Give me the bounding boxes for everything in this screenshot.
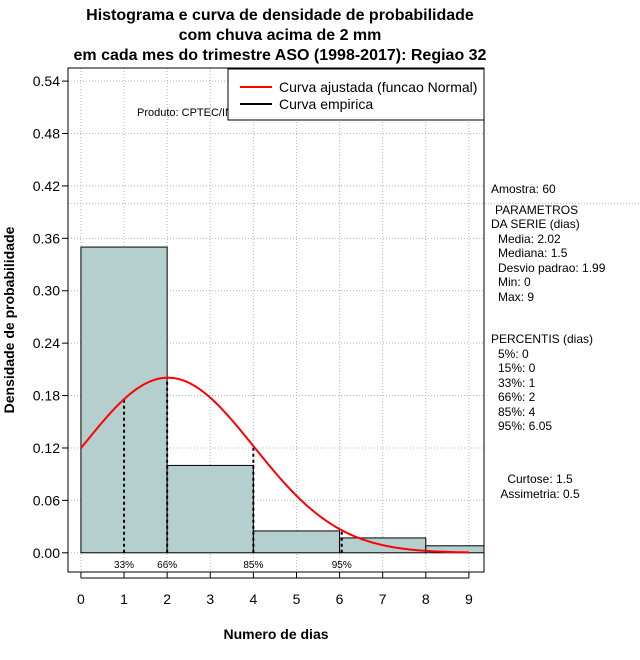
x-tick-label: 4 — [249, 591, 257, 607]
title-line-2: com chuva acima de 2 mm — [178, 27, 382, 44]
y-tick-label: 0.12 — [33, 440, 60, 456]
histogram-bars — [80, 246, 485, 554]
y-tick-label: 0.18 — [33, 388, 60, 404]
title-line-3: em cada mes do trimestre ASO (1998-2017)… — [73, 47, 487, 64]
x-tick-label: 8 — [422, 591, 430, 607]
title-line-1: Histograma e curva de densidade de proba… — [86, 7, 474, 24]
credit-text: Produto: CPTEC/INPE — [137, 107, 248, 119]
y-tick-label: 0.42 — [33, 178, 60, 194]
stat-assimetria: Assimetria: 0.5 — [500, 487, 580, 501]
percentile-marker-label: 95% — [332, 560, 352, 571]
legend-label-empirical: Curva empirica — [279, 96, 373, 112]
x-tick-label: 3 — [206, 591, 214, 607]
y-tick-label: 0.24 — [33, 335, 60, 351]
params-header: PARAMETROS — [495, 202, 579, 217]
stat-media: Media: 2.02 — [498, 231, 561, 246]
legend-box — [227, 68, 485, 121]
stat-max: Max: 9 — [498, 289, 535, 304]
stats-panel: Amostra: 60 PARAMETROS DA SERIE (dias) M… — [491, 182, 605, 434]
plot-frame — [67, 67, 485, 573]
percentil-33: 33%: 1 — [498, 375, 536, 390]
normal-curve-line — [80, 376, 469, 554]
percentil-5: 5%: 0 — [498, 346, 529, 361]
normal-curve — [80, 376, 469, 554]
percentil-15: 15%: 0 — [498, 361, 536, 375]
stat-min: Min: 0 — [498, 275, 531, 289]
stat-curtose: Curtose: 1.5 — [507, 472, 573, 486]
y-tick-label: 0.48 — [33, 126, 60, 142]
stat-mediana: Mediana: 1.5 — [498, 246, 568, 260]
y-tick-label: 0.36 — [33, 230, 60, 246]
percentis-header: PERCENTIS (dias) — [491, 332, 594, 346]
x-tick-label: 6 — [336, 591, 344, 607]
shape-stats: Curtose: 1.5 Assimetria: 0.5 — [484, 472, 596, 502]
y-tick-label: 0.54 — [33, 73, 60, 89]
legend-label-normal: Curva ajustada (funcao Normal) — [279, 79, 477, 95]
axes: 0 1 2 3 4 5 6 7 8 9 0.00 0.06 0.12 0.18 0.24 0.30 0.36 0.… — [33, 73, 473, 607]
x-axis-label: Numero de dias — [223, 626, 328, 642]
percentile-marker-label: 33% — [114, 560, 134, 571]
y-tick-label: 0.00 — [33, 545, 60, 561]
histogram-bar — [166, 464, 254, 554]
legend: Curva ajustada (funcao Normal) Curva emp… — [227, 68, 485, 121]
y-tick-label: 0.06 — [33, 492, 60, 508]
stat-desvio: Desvio padrao: 1.99 — [498, 260, 606, 275]
y-tick-label: 0.30 — [33, 283, 60, 299]
sample-size: Amostra: 60 — [491, 182, 556, 196]
x-tick-label: 5 — [293, 591, 301, 607]
params-header-2: DA SERIE (dias) — [491, 217, 580, 231]
x-tick-label: 7 — [379, 591, 387, 607]
percentile-marker-label: 85% — [243, 560, 263, 571]
percentile-marker-label: 66% — [157, 560, 177, 571]
percentil-95: 95%: 6.05 — [498, 419, 553, 433]
histogram-bar — [252, 530, 341, 554]
x-tick-label: 2 — [163, 591, 171, 607]
x-tick-label: 1 — [120, 591, 128, 607]
percentil-66: 66%: 2 — [498, 390, 536, 404]
percentile-markers: 33% 66% 85% 95% — [114, 377, 352, 571]
x-tick-label: 0 — [77, 591, 85, 607]
percentil-85: 85%: 4 — [498, 404, 536, 419]
y-axis-label: Densidade de probabilidade — [1, 226, 17, 413]
x-tick-label: 9 — [465, 591, 473, 607]
chart-title: Histograma e curva de densidade de proba… — [0, 6, 560, 66]
